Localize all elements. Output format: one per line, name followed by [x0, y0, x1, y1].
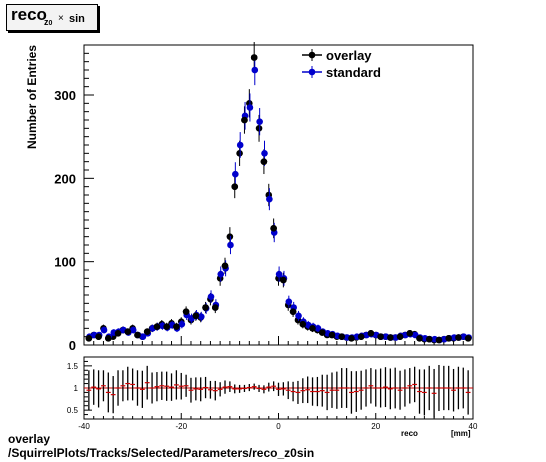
- ratio-y-tick-label: 0.5: [67, 406, 79, 415]
- data-point: [124, 328, 132, 335]
- data-point: [256, 118, 263, 125]
- data-point: [134, 331, 141, 339]
- data-point: [367, 330, 375, 337]
- data-point: [416, 335, 423, 342]
- data-point: [348, 335, 355, 342]
- title-subscript: z0: [44, 17, 52, 27]
- data-point: [309, 325, 316, 332]
- footer-line1: overlay: [8, 432, 51, 446]
- data-point: [266, 195, 273, 203]
- data-point: [202, 304, 209, 311]
- title-main: reco: [11, 5, 47, 24]
- legend: overlay standard: [302, 48, 381, 80]
- series-ratio: [86, 364, 471, 418]
- data-point: [182, 308, 190, 315]
- data-point: [153, 323, 161, 330]
- data-point: [85, 335, 93, 342]
- data-point: [173, 323, 180, 330]
- data-point: [227, 241, 234, 249]
- data-point: [338, 333, 346, 340]
- data-point: [178, 320, 186, 328]
- data-point: [270, 225, 277, 232]
- data-point: [314, 325, 322, 332]
- data-point: [377, 333, 384, 340]
- data-point: [217, 270, 225, 278]
- ratio-y-tick-label: 1: [74, 384, 79, 393]
- data-point: [226, 233, 234, 240]
- x-axis-unit: [mm]: [451, 429, 471, 438]
- data-point: [285, 298, 293, 305]
- x-tick-label: 20: [371, 422, 380, 431]
- data-point: [105, 335, 112, 342]
- data-point: [275, 270, 283, 278]
- data-point: [357, 333, 365, 340]
- data-point: [192, 312, 200, 320]
- data-point: [289, 308, 297, 315]
- y-tick-label: 300: [54, 88, 76, 103]
- data-point: [396, 333, 404, 340]
- data-point: [328, 331, 336, 339]
- data-point: [129, 326, 137, 334]
- data-point: [163, 323, 170, 330]
- data-point: [231, 183, 239, 190]
- x-tick-label: -40: [78, 422, 90, 431]
- data-point: [464, 335, 472, 342]
- data-point: [246, 104, 254, 111]
- data-point: [207, 293, 215, 300]
- legend-label: standard: [326, 65, 381, 80]
- x-axis-label: reco: [401, 429, 418, 438]
- title-sub-letter: z: [44, 17, 49, 27]
- main-plot: 0 100 200 300 Number of Entries overlay standa…: [25, 42, 474, 353]
- title-times: ×: [58, 13, 64, 24]
- data-point: [250, 54, 258, 61]
- data-point: [261, 150, 268, 157]
- histogram-title-box: reco z0 × sin: [6, 4, 98, 31]
- data-point: [318, 329, 326, 336]
- legend-marker: [308, 51, 316, 59]
- data-point: [251, 66, 259, 74]
- data-point: [241, 116, 248, 124]
- footer-line2: /SquirrelPlots/Tracks/Selected/Parameter…: [8, 446, 315, 460]
- y-axis-label: Number of Entries: [25, 45, 39, 149]
- data-point: [211, 304, 219, 311]
- ratio-y-tick-label: 1.5: [67, 362, 79, 371]
- data-point: [255, 125, 263, 132]
- data-point: [100, 326, 108, 334]
- data-point: [435, 336, 443, 344]
- data-point: [455, 334, 462, 341]
- data-point: [236, 141, 244, 149]
- data-point: [236, 150, 243, 157]
- x-tick-label: 40: [469, 422, 478, 431]
- data-point: [232, 170, 239, 178]
- y-tick-label: 200: [54, 171, 76, 186]
- data-point: [221, 262, 229, 270]
- data-point: [139, 333, 147, 340]
- ratio-plot: 0.5 1 1.5 -40 -20 0 20 40 reco [mm]: [67, 356, 478, 438]
- data-point: [406, 330, 414, 337]
- data-point: [445, 335, 452, 342]
- data-point: [260, 158, 268, 165]
- legend-marker: [308, 68, 316, 76]
- x-tick-label: -20: [175, 422, 187, 431]
- data-point: [114, 330, 122, 337]
- y-tick-label: 0: [69, 338, 76, 353]
- data-point: [95, 333, 102, 340]
- data-point: [143, 328, 151, 335]
- data-point: [425, 335, 433, 343]
- y-tick-label: 100: [54, 255, 76, 270]
- title-tail: sin: [69, 13, 85, 25]
- data-point: [387, 334, 394, 341]
- legend-label: overlay: [326, 48, 372, 63]
- series-standard: [86, 54, 473, 344]
- series-overlay: [85, 42, 472, 344]
- data-point: [295, 312, 302, 320]
- x-tick-label: 0: [276, 422, 281, 431]
- title-sub-index: 0: [48, 20, 53, 27]
- data-point: [299, 320, 307, 328]
- data-point: [198, 313, 205, 320]
- series-overlay-front: [85, 54, 472, 344]
- main-plot-frame: [83, 44, 474, 346]
- data-point: [280, 276, 287, 284]
